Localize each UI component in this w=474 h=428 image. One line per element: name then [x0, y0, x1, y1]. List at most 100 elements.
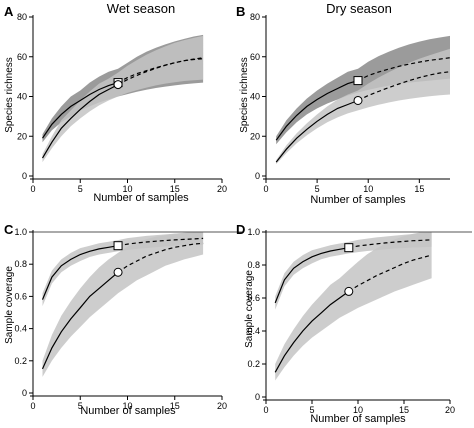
panel-c-y-ticks: 0 0.2 0.4 0.6 0.8 1.0: [14, 227, 33, 398]
panel-c-y-tick-label: 0.4: [14, 324, 27, 334]
panel-a-y-tick-label: 60: [17, 52, 27, 62]
panel-b-y-tick-label: 40: [250, 92, 260, 102]
panel-d-plot: [263, 230, 472, 401]
panel-d-y-tick-label: 1.0: [247, 227, 260, 237]
panel-a-y-tick-label: 80: [17, 12, 27, 22]
panel-d-y-axis-label: Sample coverage: [244, 270, 255, 348]
panel-a-y-tick-label: 0: [22, 171, 27, 181]
panel-a-x-ticks: 0 5 10 15 20: [30, 179, 227, 194]
panel-a-series-1-interpolated-line: [42, 82, 119, 139]
panel-b-x-axis-label: Number of samples: [310, 194, 406, 206]
panel-b-title: Dry season: [326, 1, 392, 16]
panel-b-series-1-observed-marker: [353, 76, 363, 86]
panel-c-x-tick-label: 5: [78, 401, 83, 411]
panel-b-series-2-extrapolated-line: [357, 71, 451, 102]
panel-d-x-tick-label: 20: [445, 405, 455, 415]
panel-b-y-tick-label: 0: [255, 171, 260, 181]
panel-d-x-tick-label: 10: [353, 405, 363, 415]
panel-d-series-2-extrapolated-line: [348, 254, 432, 292]
panel-c-series-2-band: [42, 232, 204, 377]
panel-c-series-1-extrapolated-line: [117, 237, 204, 247]
panel-b-series-2-observed-marker: [353, 95, 363, 105]
panel-b-x-tick-label: 0: [263, 184, 268, 194]
panel-c-y-tick-label: 0.8: [14, 259, 27, 269]
panel-c-y-tick-label: 0: [22, 388, 27, 398]
panel-c-series-2-observed-marker: [113, 267, 123, 277]
panel-a-series-2-interpolated-line: [41, 84, 119, 159]
panel-c-x-tick-label: 10: [122, 401, 132, 411]
panel-b-series-1-extrapolated-line: [357, 57, 451, 82]
panel-c-series-1-observed-marker: [113, 241, 123, 251]
panel-c-y-tick-label: 1.0: [14, 227, 27, 237]
panel-b-x-tick-label: 15: [414, 184, 424, 194]
panel-b-series-1-interpolated-line: [275, 80, 359, 141]
panel-b-series-2-interpolated-line: [275, 99, 359, 163]
panel-b-plot: [263, 15, 451, 180]
panel-a: A Wet season 0 20 40 60 80 0 5 10 15 20 Number o…: [4, 1, 227, 204]
panel-b-letter: B: [236, 4, 245, 19]
panel-d-y-tick-label: 0.2: [247, 359, 260, 369]
panel-b-x-tick-label: 10: [363, 184, 373, 194]
panel-d-y-tick-label: 0.4: [247, 326, 260, 336]
panel-a-y-ticks: 0 20 40 60 80: [17, 12, 33, 181]
panel-a-y-axis-label: Species richness: [4, 57, 15, 133]
panel-d-series-1-band: [275, 232, 432, 310]
panel-a-x-tick-label: 20: [217, 184, 227, 194]
panel-a-y-tick-label: 40: [17, 92, 27, 102]
panel-c-letter: C: [4, 222, 14, 237]
panel-b-x-ticks: 0 5 10 15: [263, 179, 424, 194]
panel-b: B Dry season 0 20 40 60 80 0 5 10 15 Number of …: [236, 1, 451, 206]
panel-d-series-2-interpolated-line: [274, 290, 350, 373]
panel-c-x-tick-label: 20: [217, 401, 227, 411]
panel-c-series-2-extrapolated-line: [117, 242, 204, 273]
panel-d-series-2-observed-marker: [344, 286, 354, 296]
panel-c: C 0 0.2 0.4 0.6 0.8 1.0 0 5 10 15 20 Number of sa…: [4, 222, 244, 417]
panel-a-series-1-extrapolated-line: [117, 58, 204, 84]
panel-d-y-tick-label: 0: [255, 392, 260, 402]
panel-d-x-ticks: 0 5 10 15 20: [263, 400, 455, 415]
panel-b-series-2-band: [276, 48, 450, 165]
panel-c-series-1-interpolated-line: [41, 245, 119, 300]
panel-d-x-axis-label: Number of samples: [310, 413, 406, 425]
panel-c-x-tick-label: 15: [170, 401, 180, 411]
panel-d-series-1-interpolated-line: [274, 247, 349, 304]
panel-c-plot: [30, 230, 244, 397]
panel-c-y-axis-label: Sample coverage: [4, 266, 15, 344]
panel-d-y-tick-label: 0.8: [247, 260, 260, 270]
panel-b-y-tick-label: 20: [250, 131, 260, 141]
panel-b-y-tick-label: 80: [250, 12, 260, 22]
panel-d-y-tick-label: 0.6: [247, 293, 260, 303]
panel-a-x-tick-label: 15: [170, 184, 180, 194]
panel-d-x-tick-label: 15: [399, 405, 409, 415]
panel-a-x-tick-label: 10: [122, 184, 132, 194]
panel-c-x-ticks: 0 5 10 15 20: [30, 396, 227, 411]
panel-a-series-2-band: [42, 35, 204, 163]
panel-d-x-tick-label: 5: [309, 405, 314, 415]
panel-d-series-1-observed-marker: [344, 243, 354, 253]
panel-c-x-axis-label: Number of samples: [80, 405, 176, 417]
panel-b-y-ticks: 0 20 40 60 80: [250, 12, 266, 181]
panel-a-series-2-extrapolated-line: [117, 57, 204, 86]
panel-c-x-tick-label: 0: [30, 401, 35, 411]
panel-c-y-tick-label: 0.6: [14, 291, 27, 301]
panel-a-plot: [30, 15, 222, 180]
panel-d-y-ticks: 0 0.2 0.4 0.6 0.8 1.0: [247, 227, 266, 402]
panel-b-x-tick-label: 5: [315, 184, 320, 194]
panel-a-x-tick-label: 0: [30, 184, 35, 194]
panel-a-x-tick-label: 5: [78, 184, 83, 194]
panel-a-y-tick-label: 20: [17, 131, 27, 141]
panel-a-letter: A: [4, 4, 14, 19]
panel-d-x-tick-label: 0: [263, 405, 268, 415]
panel-c-y-tick-label: 0.2: [14, 356, 27, 366]
panel-a-x-axis-label: Number of samples: [93, 192, 189, 204]
panel-c-series-2-interpolated-line: [41, 271, 119, 370]
panel-d-letter: D: [236, 222, 245, 237]
panel-b-y-tick-label: 60: [250, 52, 260, 62]
panel-a-series-2-observed-marker: [113, 80, 123, 90]
panel-d-series-2-band: [275, 232, 432, 381]
panel-d: D 0 0.2 0.4 0.6 0.8 1.0 0 5 10 15 20 Number of sa…: [236, 222, 472, 425]
panel-c-series-1-band: [42, 232, 204, 307]
panel-b-y-axis-label: Species richness: [239, 57, 250, 133]
panel-a-title: Wet season: [107, 1, 175, 16]
